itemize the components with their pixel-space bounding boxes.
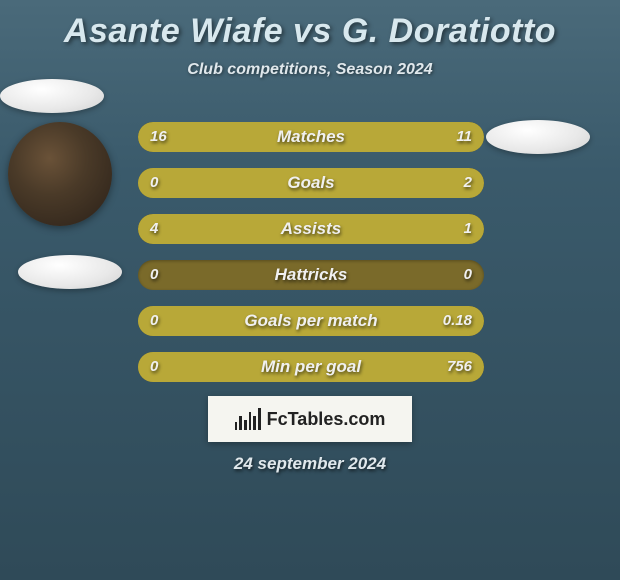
player-left-avatar — [8, 122, 112, 226]
bar-value-right: 0.18 — [443, 306, 472, 336]
branding-text: FcTables.com — [267, 409, 386, 430]
bar-goals-per-match: 0 Goals per match 0.18 — [138, 306, 484, 336]
branding-box: FcTables.com — [208, 396, 412, 442]
bar-label: Goals per match — [138, 306, 484, 336]
bar-goals: 0 Goals 2 — [138, 168, 484, 198]
bar-value-right: 0 — [464, 260, 472, 290]
fctables-logo-icon — [235, 408, 261, 430]
page-title: Asante Wiafe vs G. Doratiotto — [0, 0, 620, 51]
date-label: 24 september 2024 — [0, 454, 620, 474]
bar-min-per-goal: 0 Min per goal 756 — [138, 352, 484, 382]
bar-assists: 4 Assists 1 — [138, 214, 484, 244]
bar-label: Goals — [138, 168, 484, 198]
comparison-bars: 16 Matches 11 0 Goals 2 4 Assists 1 0 Ha… — [138, 122, 484, 398]
bar-value-right: 1 — [464, 214, 472, 244]
bar-value-right: 11 — [456, 122, 472, 152]
bar-label: Min per goal — [138, 352, 484, 382]
page-subtitle: Club competitions, Season 2024 — [0, 61, 620, 79]
bar-matches: 16 Matches 11 — [138, 122, 484, 152]
player-left-club-badge — [18, 255, 122, 289]
player-right-avatar — [0, 79, 104, 113]
bar-label: Matches — [138, 122, 484, 152]
player-right-club-badge — [486, 120, 590, 154]
bar-value-right: 2 — [464, 168, 472, 198]
bar-hattricks: 0 Hattricks 0 — [138, 260, 484, 290]
bar-label: Hattricks — [138, 260, 484, 290]
bar-label: Assists — [138, 214, 484, 244]
bar-value-right: 756 — [447, 352, 472, 382]
